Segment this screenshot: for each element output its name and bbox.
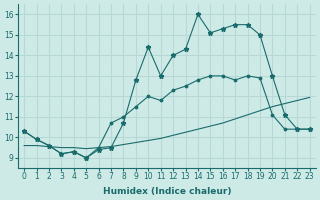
X-axis label: Humidex (Indice chaleur): Humidex (Indice chaleur) [103, 187, 231, 196]
